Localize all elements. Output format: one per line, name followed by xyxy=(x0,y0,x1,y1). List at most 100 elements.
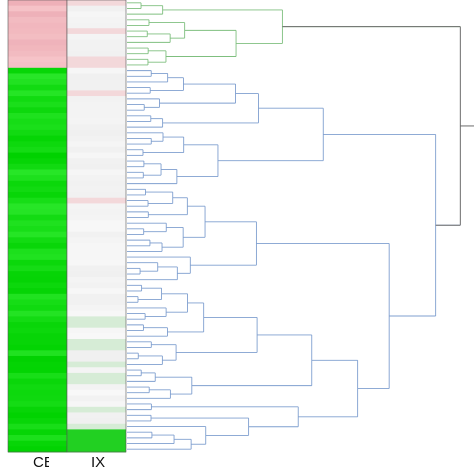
heatmap-cell-ix xyxy=(67,282,126,289)
heatmap-cell-ix xyxy=(67,152,126,159)
heatmap-cell-ix xyxy=(67,118,126,125)
heatmap-cell-ce xyxy=(8,367,67,374)
heatmap-cell-ce xyxy=(8,378,67,385)
heatmap-cell-ix xyxy=(67,16,126,23)
heatmap-cell-ix xyxy=(67,389,126,396)
heatmap-cell-ce xyxy=(8,248,67,255)
heatmap-cell-ix xyxy=(67,293,126,300)
heatmap-cell-ce xyxy=(8,395,67,402)
heatmap-cell-ce xyxy=(8,226,67,233)
heatmap-cell-ix xyxy=(67,327,126,334)
heatmap-cell-ce xyxy=(8,180,67,187)
heatmap-cell-ix xyxy=(67,197,126,204)
heatmap-cell-ix xyxy=(67,124,126,131)
heatmap-column-ix-border xyxy=(66,0,127,453)
heatmap-cell-ix xyxy=(67,339,126,346)
heatmap-cell-ix xyxy=(67,350,126,357)
heatmap-cell-ix xyxy=(67,418,126,425)
heatmap-cell-ce xyxy=(8,293,67,300)
heatmap-cell-ce xyxy=(8,118,67,125)
heatmap-cell-ce xyxy=(8,446,67,453)
heatmap-cell-ce xyxy=(8,33,67,40)
heatmap-cell-ce xyxy=(8,372,67,379)
heatmap-column-label-ix: IX xyxy=(91,454,106,471)
heatmap-cell-ix xyxy=(67,11,126,18)
heatmap-cell-ce xyxy=(8,186,67,193)
heatmap-cell-ce xyxy=(8,56,67,63)
heatmap-cell-ce xyxy=(8,90,67,97)
heatmap-cell-ix xyxy=(67,248,126,255)
heatmap-cell-ix xyxy=(67,169,126,176)
heatmap-cell-ce xyxy=(8,401,67,408)
heatmap-cell-ix xyxy=(67,5,126,12)
heatmap-cell-ce xyxy=(8,259,67,266)
heatmap-cell-ce xyxy=(8,163,67,170)
heatmap-cell-ix xyxy=(67,271,126,278)
heatmap-cell-ix xyxy=(67,186,126,193)
heatmap-cell-ce xyxy=(8,197,67,204)
heatmap-cell-ce xyxy=(8,203,67,210)
heatmap-cell-ce xyxy=(8,146,67,153)
heatmap-cell-ix xyxy=(67,45,126,52)
heatmap-cell-ix xyxy=(67,90,126,97)
heatmap-cell-ix xyxy=(67,129,126,136)
heatmap-cell-ce xyxy=(8,101,67,108)
heatmap-cell-ix xyxy=(67,355,126,362)
heatmap-cell-ce xyxy=(8,333,67,340)
heatmap-cell-ce xyxy=(8,288,67,295)
heatmap-cell-ix xyxy=(67,175,126,182)
heatmap-cell-ce xyxy=(8,39,67,46)
heatmap-cell-ce xyxy=(8,282,67,289)
heatmap-cell-ix xyxy=(67,96,126,103)
heatmap-cell-ce xyxy=(8,192,67,199)
heatmap-cell-ix xyxy=(67,310,126,317)
heatmap-cell-ix xyxy=(67,367,126,374)
heatmap xyxy=(7,0,127,453)
heatmap-cell-ce xyxy=(8,129,67,136)
heatmap-cell-ce xyxy=(8,0,67,7)
heatmap-cell-ce xyxy=(8,429,67,436)
heatmap-cell-ix xyxy=(67,378,126,385)
heatmap-cell-ce xyxy=(8,440,67,447)
heatmap-cell-ce xyxy=(8,339,67,346)
heatmap-cell-ix xyxy=(67,113,126,120)
heatmap-cell-ce xyxy=(8,361,67,368)
heatmap-cell-ce xyxy=(8,124,67,131)
heatmap-cell-ce xyxy=(8,62,67,69)
heatmap-cell-ix xyxy=(67,192,126,199)
heatmap-cell-ix xyxy=(67,33,126,40)
heatmap-cell-ce xyxy=(8,316,67,323)
heatmap-cell-ce xyxy=(8,237,67,244)
heatmap-cell-ce xyxy=(8,107,67,114)
heatmap-cell-ce xyxy=(8,175,67,182)
heatmap-cell-ce xyxy=(8,214,67,221)
heatmap-cell-ix xyxy=(67,203,126,210)
heatmap-cell-ce xyxy=(8,327,67,334)
heatmap-cell-ix xyxy=(67,84,126,91)
heatmap-cell-ix xyxy=(67,214,126,221)
heatmap-cell-ce xyxy=(8,209,67,216)
heatmap-cell-ix xyxy=(67,259,126,266)
heatmap-cell-ix xyxy=(67,135,126,142)
heatmap-cell-ce xyxy=(8,242,67,249)
heatmap-cell-ce xyxy=(8,305,67,312)
heatmap-cell-ix xyxy=(67,50,126,57)
heatmap-cell-ce xyxy=(8,276,67,283)
heatmap-cell-ce xyxy=(8,22,67,29)
heatmap-cell-ix xyxy=(67,158,126,165)
heatmap-cell-ce xyxy=(8,28,67,35)
heatmap-cell-ix xyxy=(67,67,126,74)
heatmap-cell-ce xyxy=(8,271,67,278)
heatmap-cell-ix xyxy=(67,401,126,408)
heatmap-cell-ix xyxy=(67,242,126,249)
heatmap-cell-ix xyxy=(67,276,126,283)
heatmap-cell-ix xyxy=(67,141,126,148)
heatmap-cell-ix xyxy=(67,395,126,402)
heatmap-cell-ix xyxy=(67,226,126,233)
dendrogram xyxy=(127,2,474,450)
heatmap-cell-ce xyxy=(8,299,67,306)
heatmap-cell-ix xyxy=(67,446,126,453)
heatmap-cell-ce xyxy=(8,322,67,329)
heatmap-cell-ce xyxy=(8,418,67,425)
heatmap-cell-ce xyxy=(8,355,67,362)
